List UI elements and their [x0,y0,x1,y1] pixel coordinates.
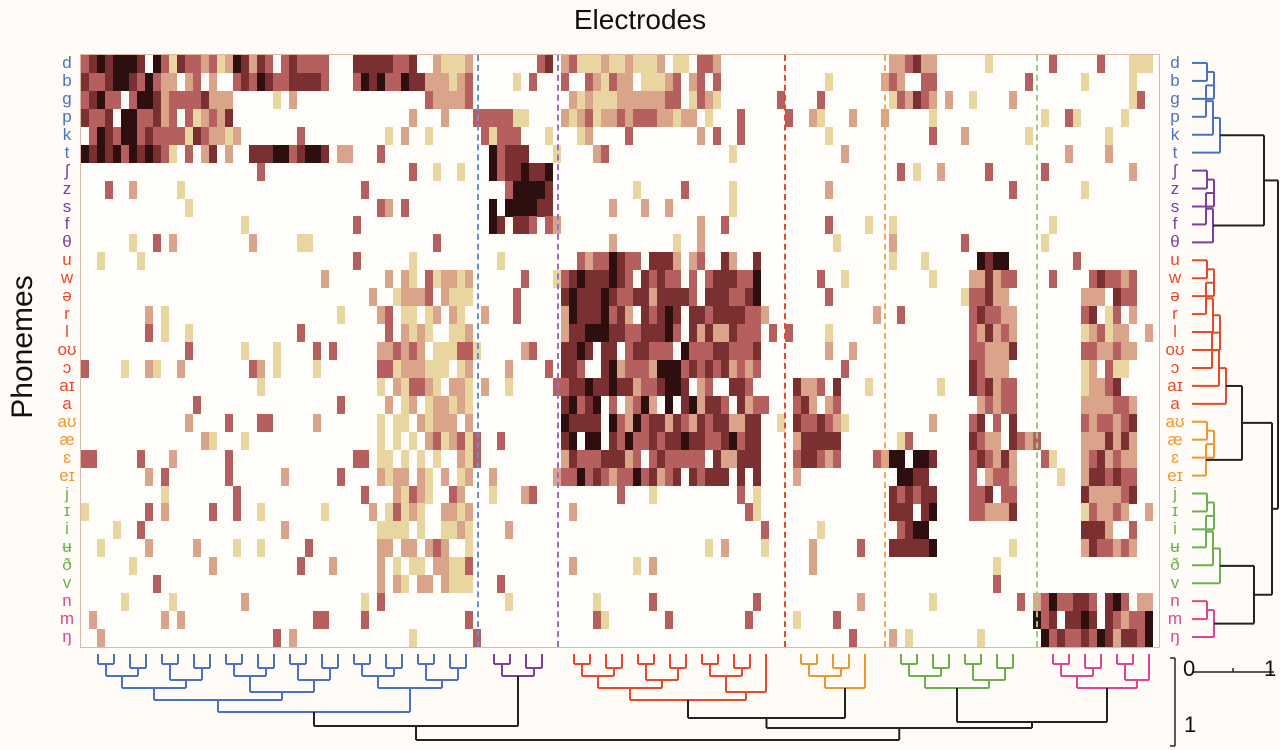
phoneme-labels-right: d b g p k t ʃ z s f θ u w ə r l oʊ ɔ aɪ a aʊ æ ɛ eɪ j ɪ i ʉ ð v n m ŋ [1164,54,1188,646]
phoneme-label: a [62,393,72,413]
phoneme-label: z [1170,178,1180,198]
heatmap [80,54,1160,648]
column-dendrogram [97,654,1176,747]
phoneme-label: g [1170,88,1180,108]
phoneme-label: g [62,88,72,108]
phoneme-label: ɪ [63,501,71,521]
phoneme-label: s [62,196,72,216]
phoneme-label: ð [62,555,72,575]
phoneme-label: t [1172,142,1178,162]
phoneme-label: aʊ [1165,411,1185,431]
phoneme-label: t [64,142,70,162]
chart-title: Electrodes [573,4,707,35]
phoneme-label: eɪ [1167,465,1183,485]
phoneme-label: i [65,519,69,539]
phoneme-label: θ [62,232,72,252]
phoneme-label: f [1172,214,1178,234]
phoneme-label: u [1170,250,1180,270]
phoneme-label: b [62,70,72,90]
phoneme-label: θ [1170,232,1180,252]
phoneme-label: w [1168,268,1182,288]
phoneme-label: v [62,573,72,593]
phoneme-label: æ [59,429,75,449]
phoneme-label: b [1170,70,1180,90]
col-axis-tick-1: 1 [1184,712,1197,737]
phoneme-label: ə [1170,286,1180,306]
phoneme-label: d [1170,53,1180,72]
phoneme-label: a [1170,393,1180,413]
phoneme-label: n [62,591,72,611]
phoneme-label: aʊ [57,411,77,431]
phoneme-label: ɛ [1171,447,1179,467]
phoneme-label: i [1173,519,1177,539]
phoneme-label: ʃ [65,160,69,180]
cluster-separator [477,55,479,647]
phoneme-label: d [62,53,72,72]
phoneme-label: j [1173,483,1177,503]
phoneme-label: ɛ [63,447,71,467]
phoneme-label: aɪ [59,375,75,395]
phoneme-label: eɪ [59,465,75,485]
phoneme-label: j [65,483,69,503]
phoneme-label: r [64,304,70,324]
phoneme-label: ŋ [1170,627,1180,647]
phoneme-label: n [1170,591,1180,611]
phoneme-label: ɔ [1170,357,1180,377]
phoneme-label: ə [62,286,72,306]
y-axis-label: Phonemes [6,275,39,419]
phoneme-label: oʊ [1165,340,1185,360]
phoneme-label: ɪ [1171,501,1179,521]
phoneme-label: m [59,609,75,629]
phoneme-label: l [1173,322,1177,342]
cluster-separator [784,55,786,647]
phoneme-label: ɔ [62,357,72,377]
phoneme-label: ð [1170,555,1180,575]
phoneme-label: r [1172,304,1178,324]
cluster-separator [1036,55,1038,647]
row-dendrogram [1192,61,1279,673]
phoneme-label: p [62,106,72,126]
cluster-separator [557,55,559,647]
phoneme-label: ʉ [1170,537,1180,557]
phoneme-label: w [60,268,74,288]
phoneme-label: l [65,322,69,342]
phoneme-label: ʃ [1173,160,1177,180]
phoneme-label: æ [1167,429,1183,449]
row-axis-tick-0: 0 [1183,656,1196,681]
phoneme-labels-left: d b g p k t ʃ z s f θ u w ə r l oʊ ɔ aɪ a aʊ æ ɛ eɪ j ɪ i ʉ ð v n m ŋ [56,54,80,646]
phoneme-label: z [62,178,72,198]
phoneme-label: ŋ [62,627,72,647]
phoneme-label: f [64,214,70,234]
phoneme-label: v [1170,573,1180,593]
phoneme-label: m [1167,609,1183,629]
phoneme-label: k [1170,124,1180,144]
phoneme-label: ʉ [62,537,72,557]
phoneme-label: s [1170,196,1180,216]
cluster-separator [884,55,886,647]
phoneme-label: u [62,250,72,270]
row-axis-tick-1: 1 [1264,656,1277,681]
phoneme-label: p [1170,106,1180,126]
phoneme-label: aɪ [1167,375,1183,395]
phoneme-label: oʊ [57,340,77,360]
phoneme-label: k [62,124,72,144]
